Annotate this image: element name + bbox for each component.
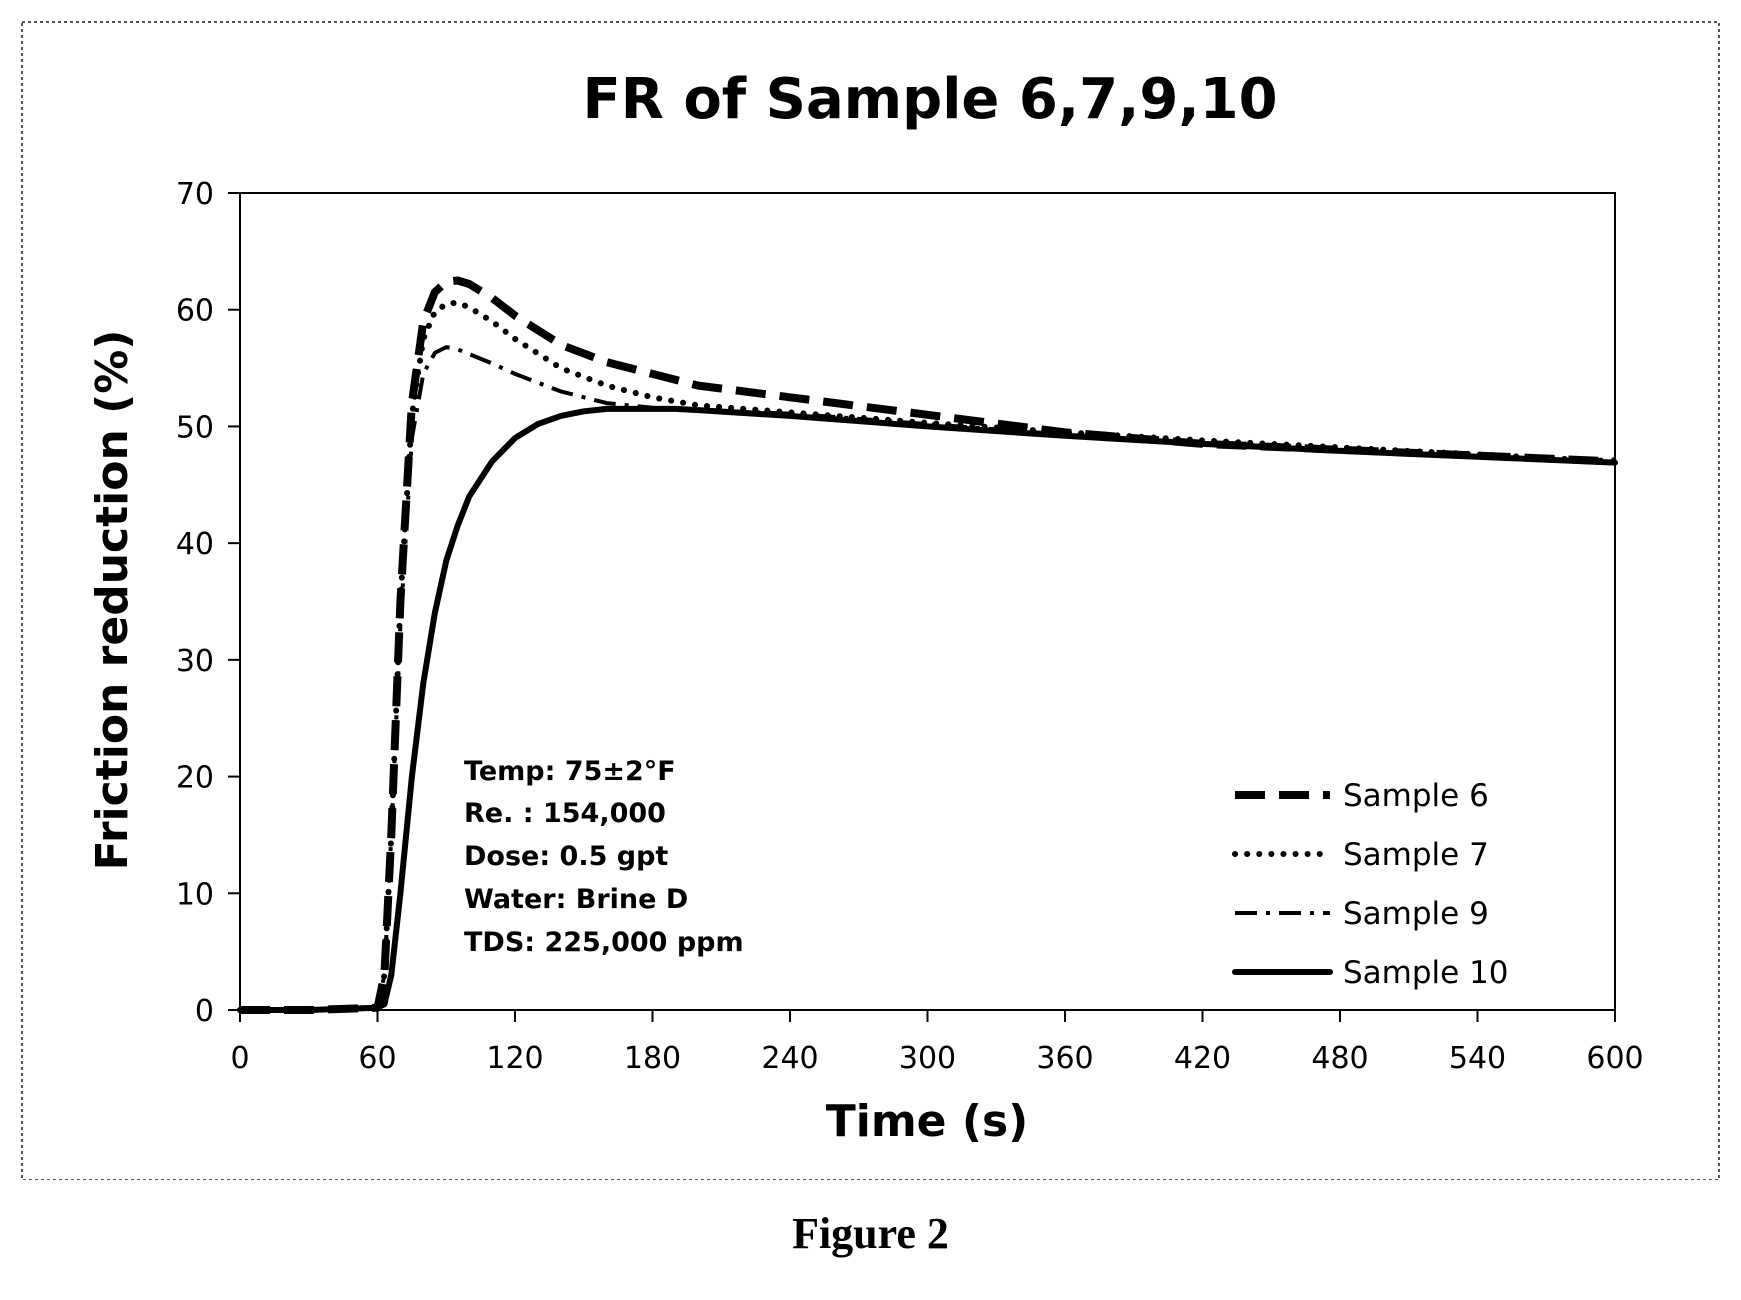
x-tick-label: 420	[1174, 1041, 1231, 1076]
y-axis: 0 10 20 30 40 50 60 70	[176, 177, 240, 1029]
annotation-line: Temp: 75±2°F	[464, 756, 676, 787]
chart: FR of Sample 6,7,9,10 0 10 20 30 40 50 60 70 0 6…	[21, 21, 1720, 1180]
x-tick-label: 480	[1311, 1041, 1368, 1076]
y-tick-label: 70	[176, 177, 214, 212]
annotation-line: Water: Brine D	[464, 884, 688, 915]
y-tick-label: 0	[195, 994, 214, 1029]
y-tick-label: 60	[176, 294, 214, 329]
figure-caption: Figure 2	[792, 1209, 949, 1258]
x-tick-label: 300	[899, 1041, 956, 1076]
x-tick-label: 120	[486, 1041, 543, 1076]
chart-border	[21, 21, 1720, 1180]
conditions-annotation: Temp: 75±2°F Re. : 154,000 Dose: 0.5 gpt…	[464, 756, 744, 958]
y-axis-title: Friction reduction (%)	[87, 330, 138, 871]
x-tick-label: 60	[358, 1041, 396, 1076]
x-axis-title: Time (s)	[826, 1096, 1029, 1147]
legend-label: Sample 7	[1343, 837, 1489, 873]
x-tick-label: 600	[1586, 1041, 1643, 1076]
legend-label: Sample 6	[1343, 778, 1489, 814]
x-tick-label: 240	[761, 1041, 818, 1076]
series-line-sample-10	[237, 405, 1618, 1013]
annotation-line: Re. : 154,000	[464, 798, 666, 829]
x-tick-label: 540	[1449, 1041, 1506, 1076]
y-tick-label: 20	[176, 761, 214, 796]
x-tick-label: 360	[1036, 1041, 1093, 1076]
x-tick-label: 0	[230, 1041, 249, 1076]
legend: Sample 6 Sample 7 Sample 9 Sample 10	[1232, 778, 1509, 991]
y-tick-label: 40	[176, 527, 214, 562]
annotation-line: Dose: 0.5 gpt	[464, 841, 668, 872]
legend-label: Sample 9	[1343, 896, 1489, 932]
plot-area	[239, 192, 1616, 1011]
y-tick-label: 50	[176, 410, 214, 445]
legend-label: Sample 10	[1343, 955, 1509, 991]
x-axis: 0 60 120 180 240 300 360 420 480 540 600	[230, 1010, 1644, 1076]
series-layer	[237, 276, 1618, 1014]
series-line-sample-9	[240, 345, 1616, 1012]
chart-title: FR of Sample 6,7,9,10	[582, 67, 1277, 132]
y-tick-label: 10	[176, 877, 214, 912]
annotation-line: TDS: 225,000 ppm	[464, 927, 744, 958]
x-tick-label: 180	[624, 1041, 681, 1076]
y-tick-label: 30	[176, 644, 214, 679]
